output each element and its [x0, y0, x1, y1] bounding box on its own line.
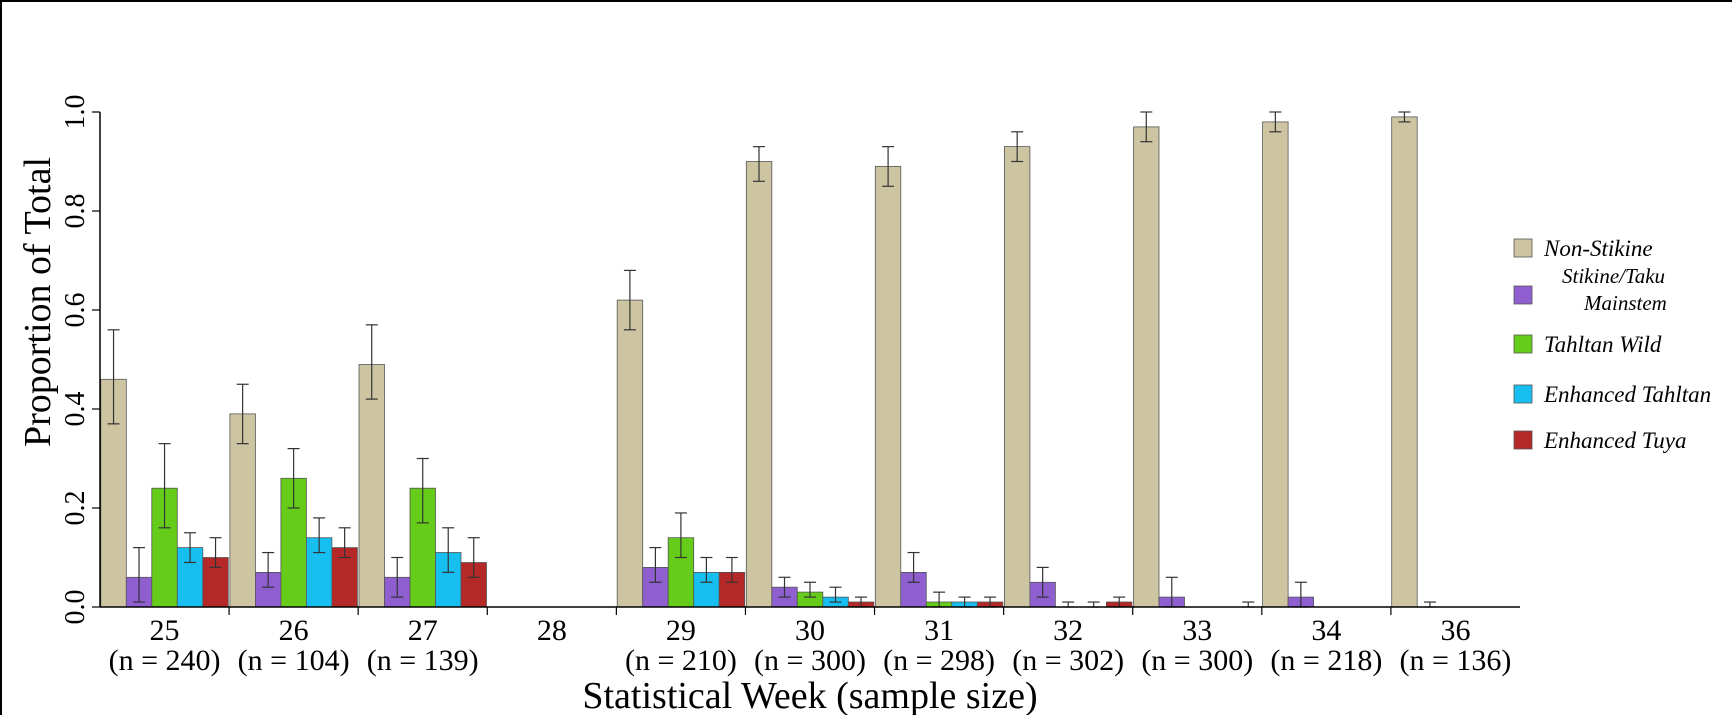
x-tick-label-sample-size: (n = 240): [109, 644, 221, 677]
x-tick-label-week: 31: [924, 614, 954, 647]
x-tick-label-week: 36: [1440, 614, 1470, 647]
error-bar-non-stikine-36: [1398, 111, 1411, 123]
legend-swatch: [1513, 334, 1533, 354]
x-tick-label-week: 27: [408, 614, 438, 647]
error-bar-enhanced-tahltan-29: [700, 556, 713, 583]
y-tick-label: 0.0: [60, 590, 91, 625]
y-tick-label: 0.8: [60, 194, 91, 229]
error-bar-non-stikine-29: [623, 269, 636, 331]
bar-non-stikine-33: [1133, 126, 1160, 608]
error-bar-enhanced-tuya-29: [725, 556, 738, 583]
x-tick-label-week: 28: [537, 614, 567, 647]
error-bar-non-stikine-27: [365, 324, 378, 400]
x-tick-label-week: 25: [150, 614, 180, 647]
x-tick-label-week: 32: [1053, 614, 1083, 647]
bar-non-stikine-27: [358, 364, 385, 608]
bar-non-stikine-29: [616, 299, 644, 608]
y-tick-label: 0.4: [60, 392, 91, 427]
legend-item-tahltan-wild: Tahltan Wild: [1513, 332, 1662, 357]
error-bar-non-stikine-25: [107, 329, 120, 425]
y-tick-label: 0.6: [60, 293, 91, 328]
error-bar-stikine-taku-mainstem-31: [907, 551, 920, 583]
x-tick-label-sample-size: (n = 302): [1012, 644, 1124, 677]
error-bar-stikine-taku-mainstem-29: [649, 546, 662, 583]
legend-label: Enhanced Tahltan: [1543, 382, 1711, 407]
legend-swatch: [1513, 238, 1533, 258]
axes-layer: 25(n = 240)26(n = 104)27(n = 139)28 29(n …: [60, 95, 1520, 677]
x-tick-label-week: 29: [666, 614, 696, 647]
x-tick-label-sample-size: (n = 300): [1141, 644, 1253, 677]
error-bar-stikine-taku-mainstem-32: [1036, 566, 1049, 598]
legend-item-enhanced-tahltan: Enhanced Tahltan: [1513, 382, 1711, 407]
error-bar-non-stikine-32: [1011, 131, 1024, 163]
legend-label: Non-Stikine: [1543, 236, 1653, 261]
error-bar-enhanced-tahltan-26: [313, 517, 326, 554]
error-bar-enhanced-tuya-27: [467, 537, 480, 578]
legend-label: Enhanced Tuya: [1543, 428, 1686, 453]
error-bar-non-stikine-26: [236, 383, 249, 445]
x-tick-label-sample-size: (n = 300): [754, 644, 866, 677]
y-tick-label: 1.0: [60, 95, 91, 130]
legend-swatch: [1513, 285, 1533, 305]
legend-swatch: [1513, 430, 1533, 450]
legend-label: Tahltan Wild: [1544, 332, 1662, 357]
x-tick-label-week: 26: [279, 614, 309, 647]
error-bar-tahltan-wild-29: [674, 512, 687, 559]
legend-item-non-stikine: Non-Stikine: [1513, 236, 1653, 261]
x-tick-label-sample-size: (n = 104): [238, 644, 350, 677]
error-bar-enhanced-tahltan-30: [829, 586, 842, 603]
x-tick-label-sample-size: (n = 298): [883, 644, 995, 677]
error-bar-non-stikine-34: [1269, 111, 1282, 133]
x-tick-label-sample-size: (n = 218): [1270, 644, 1382, 677]
error-bar-enhanced-tahltan-27: [442, 527, 455, 573]
legend-item-stikine-taku-mainstem: Stikine/Taku Mainstem: [1513, 264, 1667, 315]
error-bar-non-stikine-31: [882, 146, 895, 187]
x-tick-label-sample-size: (n = 139): [367, 644, 479, 677]
error-bar-enhanced-tuya-26: [338, 527, 351, 559]
legend-swatch: [1513, 384, 1533, 404]
y-tick-label: 0.2: [60, 491, 91, 526]
y-axis-label: Proportion of Total: [17, 157, 59, 447]
error-bar-tahltan-wild-27: [416, 457, 429, 524]
error-bar-tahltan-wild-25: [158, 443, 171, 529]
x-tick-label-sample-size: (n = 136): [1400, 644, 1512, 677]
x-axis-label: Statistical Week (sample size): [582, 675, 1037, 715]
error-bar-non-stikine-30: [753, 146, 765, 182]
legend-item-enhanced-tuya: Enhanced Tuya: [1513, 428, 1686, 453]
error-bar-tahltan-wild-26: [287, 448, 300, 509]
error-bar-enhanced-tahltan-25: [184, 532, 197, 564]
error-bar-stikine-taku-mainstem-27: [391, 556, 404, 598]
bar-non-stikine-36: [1391, 116, 1418, 608]
legend-label: Stikine/Taku Mainstem: [1562, 264, 1667, 315]
error-bar-non-stikine-33: [1140, 111, 1153, 143]
bar-non-stikine-32: [1004, 146, 1031, 608]
bars-layer: [100, 111, 1436, 608]
error-bar-tahltan-wild-30: [804, 581, 816, 598]
error-bar-enhanced-tuya-25: [209, 537, 222, 569]
legend: Non-Stikine Stikine/Taku Mainstem Tahltan W…: [1513, 236, 1711, 453]
x-tick-label-week: 33: [1182, 614, 1212, 647]
x-tick-label-sample-size: (n = 210): [625, 644, 737, 677]
bar-non-stikine-31: [874, 165, 902, 608]
x-tick-label-week: 34: [1311, 614, 1341, 647]
bar-non-stikine-34: [1262, 121, 1289, 608]
error-bar-stikine-taku-mainstem-30: [778, 576, 791, 598]
x-tick-label-week: 30: [795, 614, 825, 647]
error-bar-stikine-taku-mainstem-25: [133, 546, 146, 603]
error-bar-stikine-taku-mainstem-26: [262, 551, 275, 588]
bar-non-stikine-30: [745, 161, 773, 608]
